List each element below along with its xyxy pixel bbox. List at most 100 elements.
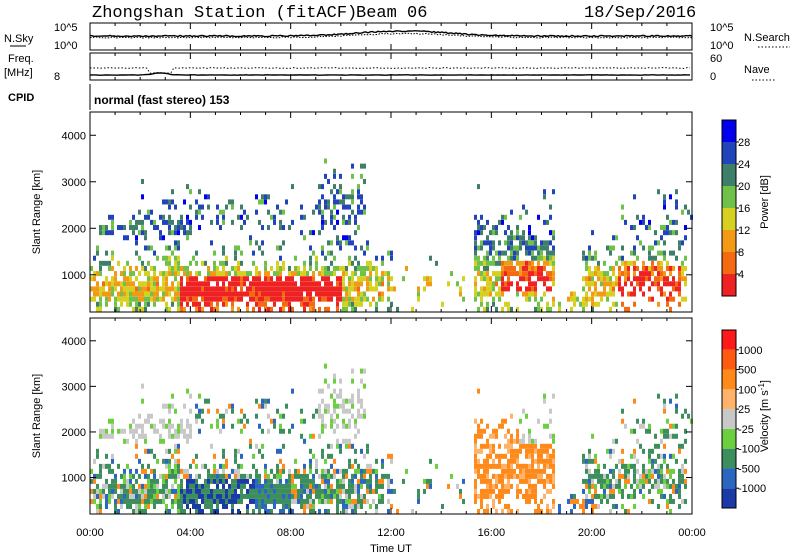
velocity-cell	[390, 458, 393, 464]
power-cell	[195, 306, 198, 312]
velocity-cell	[615, 463, 618, 469]
power-cell	[216, 204, 219, 210]
xtick-label: 04:00	[177, 527, 205, 539]
velocity-cell	[534, 493, 537, 499]
power-cell	[387, 306, 390, 312]
power-cell	[252, 306, 255, 312]
power-cell	[546, 286, 549, 292]
velocity-cell	[189, 483, 192, 489]
power-cell	[261, 291, 264, 297]
velocity-cell	[663, 428, 666, 434]
velocity-cell	[618, 483, 621, 489]
velocity-cell	[123, 478, 126, 484]
power-cell	[489, 281, 492, 287]
velocity-cell	[186, 498, 189, 504]
power-cell	[369, 260, 372, 266]
power-cell	[147, 296, 150, 302]
power-cell	[195, 199, 198, 205]
velocity-cell	[492, 428, 495, 434]
power-cell	[312, 230, 315, 236]
velocity-cell	[153, 503, 156, 509]
velocity-cell	[213, 488, 216, 494]
velocity-cell	[171, 483, 174, 489]
power-cell	[498, 250, 501, 256]
power-cell	[585, 281, 588, 287]
power-cell	[351, 163, 354, 169]
power-cell	[336, 291, 339, 297]
velocity-colorbar-label: Velocity [m s-1]	[757, 380, 771, 452]
power-cell	[144, 281, 147, 287]
velocity-cell	[666, 433, 669, 439]
power-cell	[291, 281, 294, 287]
power-cell	[519, 235, 522, 241]
velocity-cell	[336, 488, 339, 494]
power-cell	[144, 271, 147, 277]
velocity-cell	[294, 468, 297, 474]
power-cell	[363, 178, 366, 184]
power-cell	[474, 281, 477, 287]
power-cell	[639, 286, 642, 292]
velocity-cell	[480, 478, 483, 484]
power-cell	[246, 291, 249, 297]
power-cell	[162, 219, 165, 225]
power-cell	[312, 296, 315, 302]
power-cell	[150, 245, 153, 251]
power-cell	[462, 296, 465, 302]
velocity-cell	[141, 383, 144, 389]
velocity-cell	[366, 463, 369, 469]
power-cell	[297, 265, 300, 271]
power-cell	[258, 276, 261, 282]
power-cell	[270, 214, 273, 220]
power-cell	[531, 271, 534, 277]
power-cell	[255, 286, 258, 292]
power-cell	[174, 291, 177, 297]
power-cell	[123, 271, 126, 277]
velocity-cell	[648, 478, 651, 484]
power-cell	[216, 301, 219, 307]
velocity-cell	[495, 478, 498, 484]
power-cell	[321, 184, 324, 190]
power-cell	[360, 271, 363, 277]
velocity-cell	[546, 488, 549, 494]
colorbar-block	[722, 330, 736, 350]
velocity-cell	[96, 493, 99, 499]
velocity-cell	[177, 488, 180, 494]
velocity-cell	[240, 408, 243, 414]
velocity-cell	[261, 503, 264, 509]
velocity-cell	[216, 468, 219, 474]
velocity-cell	[342, 488, 345, 494]
power-cell	[507, 286, 510, 292]
power-cell	[261, 286, 264, 292]
velocity-cell	[156, 498, 159, 504]
power-cell	[222, 286, 225, 292]
velocity-cell	[531, 463, 534, 469]
power-cell	[579, 301, 582, 307]
velocity-cell	[252, 463, 255, 469]
power-cell	[525, 286, 528, 292]
velocity-cell	[528, 438, 531, 444]
velocity-cell	[144, 508, 147, 514]
power-cell	[606, 296, 609, 302]
power-cell	[198, 301, 201, 307]
power-cell	[546, 260, 549, 266]
power-cell	[144, 235, 147, 241]
power-cell	[174, 296, 177, 302]
velocity-cell	[651, 498, 654, 504]
power-cell	[519, 276, 522, 282]
power-cell	[291, 306, 294, 312]
velocity-cell	[135, 453, 138, 459]
power-cell	[351, 281, 354, 287]
power-cell	[162, 235, 165, 241]
power-cell	[666, 225, 669, 231]
power-cell	[537, 265, 540, 271]
power-cell	[261, 225, 264, 231]
velocity-cell	[165, 448, 168, 454]
velocity-cell	[243, 493, 246, 499]
velocity-cell	[294, 498, 297, 504]
velocity-cell	[480, 418, 483, 424]
velocity-cell	[138, 423, 141, 429]
power-cell	[339, 245, 342, 251]
velocity-cell	[225, 463, 228, 469]
power-cell	[288, 296, 291, 302]
velocity-cell	[666, 503, 669, 509]
